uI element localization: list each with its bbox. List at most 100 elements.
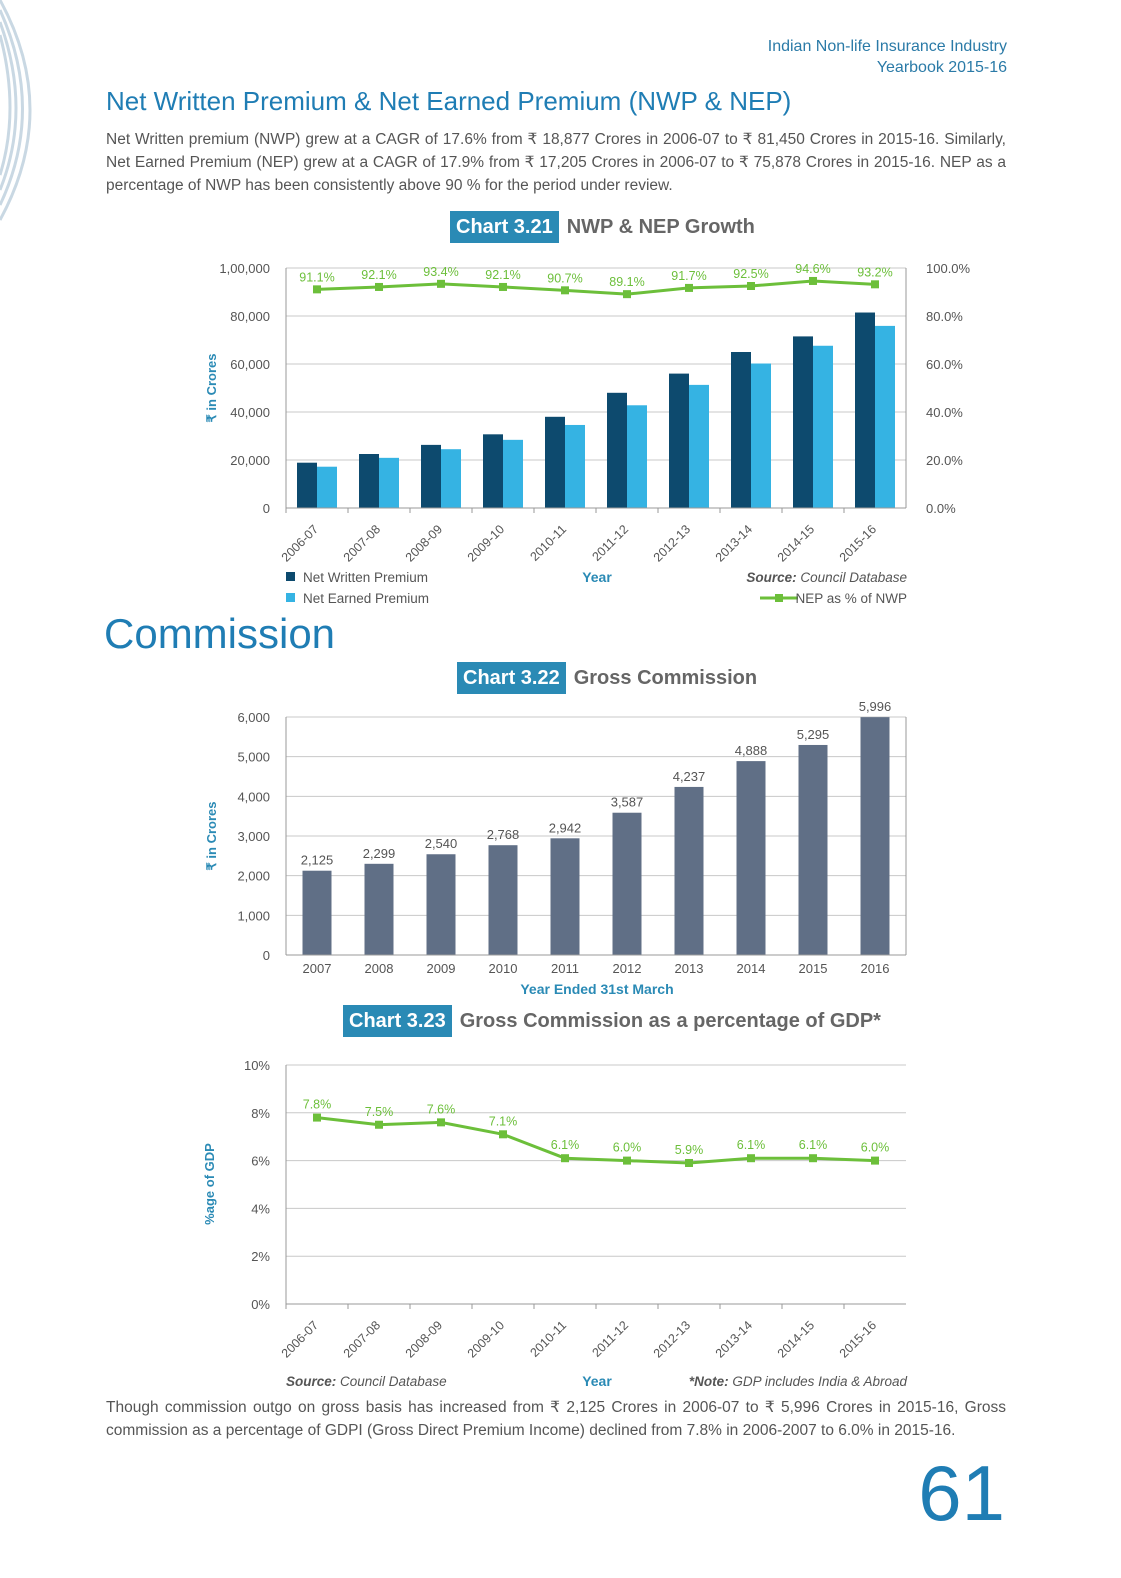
gdp-pct-marker	[437, 1118, 445, 1127]
x-tick-label: 2012	[613, 961, 642, 976]
legend-label-nwp: Net Written Premium	[303, 570, 428, 585]
nep-pct-data-label: 94.6%	[795, 262, 830, 276]
chart-badge: Chart 3.23	[343, 1005, 452, 1037]
closing-paragraph: Though commission outgo on gross basis h…	[106, 1399, 1006, 1439]
footnote: *Note: GDP includes India & Abroad	[689, 1374, 908, 1389]
bar-nep	[689, 384, 709, 508]
y-tick-label: 5,000	[237, 750, 270, 765]
gdp-pct-data-label: 6.0%	[861, 1141, 890, 1155]
note-value: GDP includes India & Abroad	[732, 1374, 907, 1389]
bar-nep	[627, 405, 647, 508]
y2-tick-label: 100.0%	[926, 261, 971, 276]
bar-data-label: 2,125	[301, 853, 334, 868]
nep-pct-marker	[623, 290, 631, 299]
bar-nwp	[607, 392, 627, 508]
y-tick-label: 20,000	[230, 453, 270, 468]
gdp-pct-data-label: 6.1%	[799, 1138, 828, 1152]
y-tick-label: 60,000	[230, 357, 270, 372]
header-line-1: Indian Non-life Insurance Industry	[767, 38, 1007, 55]
y-axis-title: ₹ in Crores	[204, 802, 219, 871]
source-note: Source: Council Database	[286, 1374, 447, 1389]
gdp-pct-data-label: 5.9%	[675, 1143, 704, 1157]
nep-pct-line	[316, 279, 876, 296]
x-tick-label: 2009-10	[465, 1318, 507, 1360]
gdp-pct-data-label: 7.6%	[427, 1102, 456, 1116]
bar-nwp	[669, 373, 689, 508]
gdp-pct-marker	[871, 1156, 879, 1165]
gdp-pct-marker	[561, 1154, 569, 1163]
bar	[612, 812, 642, 955]
y2-tick-label: 0.0%	[926, 501, 956, 516]
bar	[364, 863, 394, 955]
x-tick-label: 2014	[737, 961, 766, 976]
running-header: Indian Non-life Insurance Industry Yearb…	[768, 36, 1007, 78]
bar-nep	[875, 325, 895, 508]
x-tick-label: 2011	[551, 961, 579, 976]
note-label: *Note:	[689, 1374, 733, 1389]
nep-pct-data-label: 91.1%	[299, 270, 334, 284]
legend-label-nep-pct: NEP as % of NWP	[795, 591, 907, 606]
x-tick-label: 2008	[365, 961, 394, 976]
nep-pct-data-label: 92.5%	[733, 267, 768, 281]
y2-tick-label: 20.0%	[926, 453, 963, 468]
bar	[426, 854, 456, 955]
section-title: Net Written Premium & Net Earned Premium…	[106, 86, 792, 116]
nep-pct-data-label: 90.7%	[547, 271, 582, 285]
nep-pct-data-label: 92.1%	[361, 268, 396, 282]
x-tick-label: 2016	[861, 961, 890, 976]
header-line-2: Yearbook 2015-16	[876, 59, 1007, 76]
nep-pct-marker	[871, 280, 879, 289]
y-tick-label: 8%	[251, 1106, 270, 1121]
bar-data-label: 2,942	[549, 820, 582, 835]
bar-nwp	[359, 454, 379, 508]
bar-data-label: 4,888	[735, 743, 768, 758]
y-tick-label: 40,000	[230, 405, 270, 420]
bar-nep	[441, 449, 461, 508]
bar-data-label: 4,237	[673, 769, 706, 784]
nep-pct-data-label: 93.2%	[857, 265, 892, 279]
y-tick-label: 2%	[251, 1249, 270, 1264]
nep-pct-data-label: 91.7%	[671, 269, 706, 283]
bar-nwp	[793, 336, 813, 508]
x-tick-label: 2013	[675, 961, 704, 976]
y2-tick-label: 80.0%	[926, 309, 963, 324]
bar	[736, 761, 766, 955]
gdp-pct-marker	[685, 1158, 693, 1167]
nep-pct-marker	[313, 285, 321, 294]
y-tick-label: 6,000	[237, 710, 270, 725]
bar	[860, 717, 890, 955]
bar-nep	[317, 466, 337, 508]
bar-nwp	[297, 462, 317, 508]
y-tick-label: 4%	[251, 1201, 270, 1216]
source-value: Council Database	[800, 570, 907, 585]
x-axis-title: Year Ended 31st March	[520, 981, 673, 997]
y-axis-title: %age of GDP	[202, 1143, 217, 1225]
x-tick-label: 2014-15	[775, 1318, 817, 1360]
y2-tick-label: 40.0%	[926, 405, 963, 420]
page-number: 61	[918, 1449, 1005, 1537]
chart-3-21-title: Chart 3.21 NWP & NEP Growth	[450, 211, 755, 243]
y-tick-label: 1,000	[237, 908, 270, 923]
gdp-pct-marker	[499, 1130, 507, 1139]
gdp-pct-marker	[375, 1120, 383, 1129]
gdp-pct-data-label: 7.8%	[303, 1098, 332, 1112]
x-tick-label: 2015-16	[837, 1318, 879, 1360]
x-tick-label: 2010	[489, 961, 518, 976]
x-tick-label: 2009	[427, 961, 456, 976]
chart-3-22-title: Chart 3.22 Gross Commission	[457, 662, 757, 694]
x-tick-label: 2012-13	[651, 1318, 693, 1360]
chart-3-23-title: Chart 3.23 Gross Commission as a percent…	[343, 1005, 881, 1037]
gdp-pct-line	[316, 1116, 876, 1165]
bar-nep	[379, 457, 399, 508]
gdp-pct-marker	[623, 1156, 631, 1165]
bar-nwp	[855, 312, 875, 508]
nep-pct-marker	[809, 276, 817, 285]
bar-nep	[751, 363, 771, 508]
nep-pct-marker	[685, 283, 693, 292]
bar-data-label: 2,540	[425, 836, 458, 851]
x-tick-label: 2011-12	[589, 1318, 631, 1360]
bar-nep	[813, 345, 833, 508]
nwp-nep-chart: 0 20,000 40,000 60,000 80,000 1,00,000 0.0% 20.…	[204, 261, 971, 606]
y-tick-label: 6%	[251, 1154, 270, 1169]
legend-swatch-nep	[286, 593, 295, 602]
